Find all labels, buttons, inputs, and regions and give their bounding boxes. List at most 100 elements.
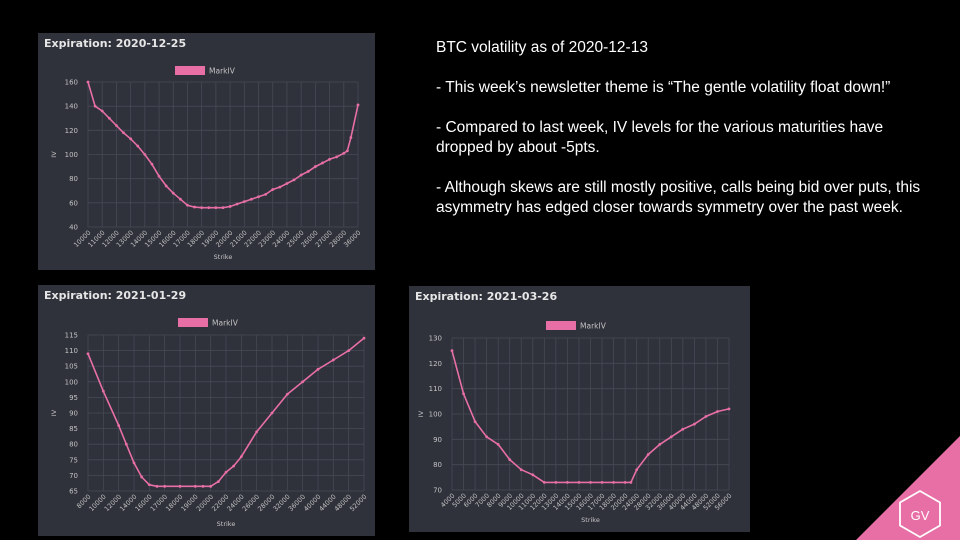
logo-hexagon [899,489,941,539]
data-point [164,184,168,188]
data-point [150,162,154,166]
data-point [306,170,310,173]
x-axis-title: Strike [214,253,233,261]
data-point [255,430,259,434]
data-point [462,392,465,396]
data-point [356,103,360,107]
data-point [531,473,535,477]
bullet-theme: - This week’s newsletter theme is “The g… [436,79,891,96]
data-point [86,80,90,84]
iv-chart-2021-03-26: 7080901001101201304000500060007000800090… [417,321,733,524]
data-point [716,410,719,413]
x-axis-title: Strike [581,516,600,524]
y-tick-label: 120 [429,360,442,368]
data-point [122,131,125,135]
expiration-label: Expiration: 2021-03-26 [415,290,558,303]
y-tick-label: 75 [69,456,78,464]
data-point [257,195,260,199]
y-tick-label: 80 [69,175,78,183]
y-tick-label: 110 [429,385,442,393]
expiration-label: Expiration: 2020-12-25 [44,37,187,50]
data-point [473,420,477,423]
data-point [214,206,218,210]
data-point [292,178,296,182]
data-point [117,424,121,427]
data-point [235,202,239,206]
data-point [242,200,246,204]
data-point [278,185,282,189]
data-point [727,407,731,411]
data-point [542,481,546,484]
slide-title: BTC volatility as of 2020-12-13 [436,39,648,56]
iv-chart-2020-12-25: 4060801001201401601000011000120001300014… [50,66,362,261]
data-point [209,484,213,488]
data-point [129,137,133,141]
data-point [629,481,633,484]
data-point [171,191,175,195]
data-point [271,188,275,191]
data-point [93,104,97,108]
data-point [136,144,140,148]
data-point [101,389,105,393]
data-point [155,484,159,488]
y-tick-label: 85 [69,425,78,433]
data-point [577,481,581,484]
data-point [519,468,523,472]
y-tick-label: 40 [69,224,78,232]
data-point [140,475,144,479]
data-point [270,411,274,415]
chart-panel-2020-12-25: Expiration: 2020-12-25 40 60 80 100 120 140 16… [38,33,375,270]
data-point [100,109,104,113]
y-tick-label: 90 [433,436,442,444]
data-point [157,174,161,178]
y-tick-label: 60 [69,199,78,207]
data-point [232,464,236,468]
chart-panel-2021-03-26: Expiration: 2021-03-26 70 80 90 100 110 120 13… [409,286,750,532]
bullet-skew: - Although skews are still mostly positi… [436,179,921,216]
data-point [635,468,639,472]
data-point [321,161,324,165]
legend-swatch [546,321,576,330]
legend-label: MarkIV [209,67,236,76]
data-point [508,458,512,461]
data-point [207,206,211,210]
y-tick-label: 100 [65,378,78,386]
data-point [132,461,136,465]
legend-swatch [178,318,208,327]
y-tick-label: 120 [65,127,78,135]
y-tick-label: 80 [69,441,78,449]
logo-triangle [856,436,960,540]
y-tick-label: 160 [65,79,78,87]
data-point [316,367,320,371]
data-point [147,483,151,487]
y-axis-title: IV [50,409,58,416]
y-tick-label: 115 [65,332,78,340]
chart-panel-2021-01-29: Expiration: 2021-01-29 65 70 75 80 85 90 95 100… [38,285,375,536]
data-point [201,484,205,488]
data-point [450,349,454,353]
data-point [349,136,353,139]
y-tick-label: 100 [65,151,78,159]
data-point [285,392,289,396]
y-tick-label: 65 [69,488,78,496]
y-tick-label: 70 [433,487,442,495]
y-axis-title: IV [50,151,58,158]
legend-swatch [175,66,205,75]
data-point [299,173,303,177]
data-point [228,205,232,208]
y-tick-label: 90 [69,410,78,418]
legend-label: MarkIV [212,319,239,328]
y-tick-label: 70 [69,472,78,480]
data-point [163,484,167,488]
data-point [250,197,253,201]
data-point [239,455,243,459]
y-tick-label: 130 [429,335,442,343]
data-point [485,435,489,439]
data-point [328,157,331,161]
data-point [193,484,197,488]
data-point [186,203,189,207]
logo-text: GV [911,508,930,523]
y-tick-label: 80 [433,461,442,469]
data-point [331,358,335,362]
series-line-markiv [451,350,730,484]
